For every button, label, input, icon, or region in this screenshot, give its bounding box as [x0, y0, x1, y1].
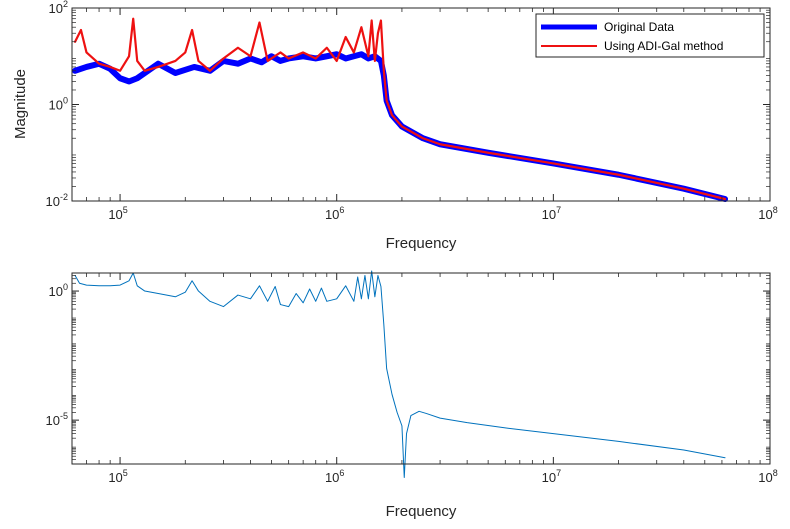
y-tick-label: 10-5: [46, 411, 68, 428]
top-plot-legend: Original Data Using ADI-Gal method: [535, 13, 765, 58]
y-tick-label: 100: [49, 96, 68, 113]
legend-label-original-data: Original Data: [604, 20, 674, 34]
y-tick-label: 10-2: [46, 192, 68, 209]
x-tick-label: 105: [108, 468, 127, 485]
series-line-using-adi-gal-method: [73, 17, 727, 201]
x-tick-label: 108: [758, 468, 777, 485]
x-tick-label: 105: [108, 205, 127, 222]
y-tick-label: 102: [49, 0, 68, 16]
top-magnitude-plot: 105 106 107 108 10-2 100 102 Frequency Magnitu…: [12, 0, 778, 252]
top-plot-ticks: 105 106 107 108 10-2 100 102: [46, 0, 778, 222]
x-tick-label: 106: [325, 468, 344, 485]
bottom-plot-axes-box: [71, 272, 771, 465]
bottom-plot-ticks: 105 106 107 108 100 10-5: [46, 272, 778, 485]
legend-label-adi-gal-method: Using ADI-Gal method: [604, 39, 723, 53]
top-plot-ylabel: Magnitude: [12, 69, 29, 139]
top-plot-xlabel: Frequency: [386, 235, 457, 252]
bottom-plot-xlabel: Frequency: [386, 503, 457, 520]
x-tick-label: 108: [758, 205, 777, 222]
bottom-error-plot: 105 106 107 108 100 10-5 Frequency: [46, 270, 778, 520]
x-tick-label: 106: [325, 205, 344, 222]
x-tick-label: 107: [542, 205, 561, 222]
x-tick-label: 107: [542, 468, 561, 485]
top-plot-series-group: [72, 17, 729, 202]
bottom-plot-series-group: [74, 270, 726, 478]
legend-box: [535, 13, 765, 58]
series-line-plot1-0: [74, 270, 726, 478]
y-tick-label: 100: [49, 282, 68, 299]
